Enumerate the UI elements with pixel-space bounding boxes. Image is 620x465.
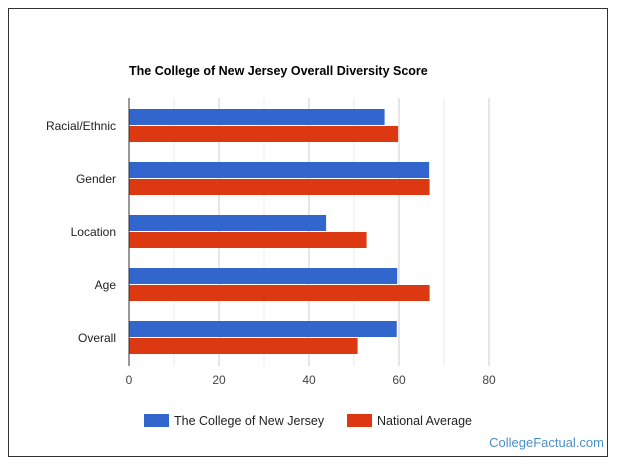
x-tick-label: 20 [212,373,226,387]
category-label: Gender [76,172,116,186]
bar-racial-ethnic-national [129,126,399,142]
x-tick-label: 40 [302,373,316,387]
bar-racial-ethnic-college [129,109,385,125]
bar-overall-college [129,321,397,337]
category-label: Racial/Ethnic [46,119,116,133]
bar-age-college [129,268,398,284]
bars [129,109,430,354]
legend-label: The College of New Jersey [174,414,325,428]
bar-location-college [129,215,327,231]
bar-overall-national [129,338,358,354]
x-tick-label: 80 [482,373,496,387]
legend: The College of New Jersey National Averag… [144,414,472,428]
chart-title: The College of New Jersey Overall Divers… [129,64,428,78]
x-tick-label: 60 [392,373,406,387]
category-label: Location [71,225,116,239]
bar-age-national [129,285,430,301]
category-label: Age [95,278,117,292]
bar-location-national [129,232,367,248]
labels: 0 20 40 60 80 Racial/Ethnic Gender Location Age O… [46,119,496,387]
bar-gender-national [129,179,430,195]
category-label: Overall [78,331,116,345]
legend-label: National Average [377,414,472,428]
legend-swatch [347,414,372,427]
bar-gender-college [129,162,430,178]
legend-swatch [144,414,169,427]
watermark-link[interactable]: CollegeFactual.com [489,435,604,450]
x-tick-label: 0 [126,373,133,387]
